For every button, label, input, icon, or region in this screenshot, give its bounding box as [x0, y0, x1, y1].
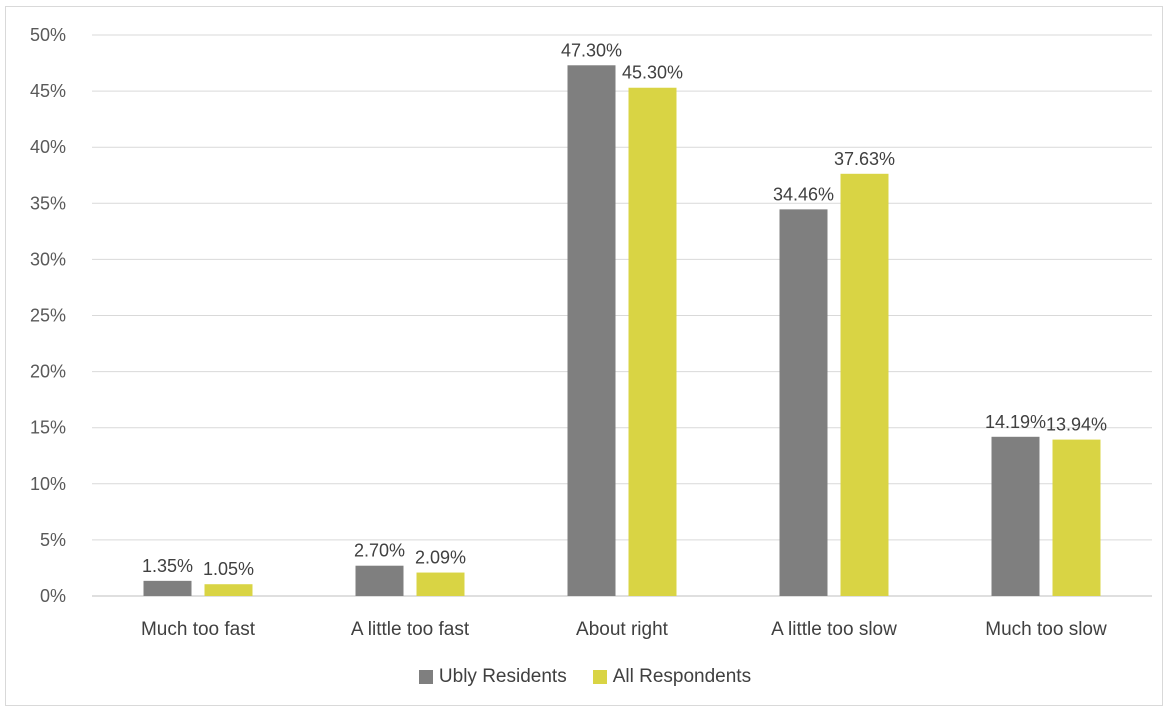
- y-tick-label: 5%: [40, 530, 66, 550]
- data-label: 37.63%: [834, 149, 895, 169]
- legend-swatch-all-respondents: [592, 670, 607, 684]
- legend-item-all-respondents: All Respondents: [592, 666, 752, 688]
- bar: [143, 580, 192, 596]
- data-label: 1.05%: [203, 559, 254, 579]
- data-label: 2.09%: [415, 548, 466, 568]
- bar: [628, 87, 677, 596]
- data-label: 34.46%: [773, 184, 834, 204]
- y-tick-label: 25%: [30, 306, 66, 326]
- x-category-label: A little too fast: [351, 619, 470, 640]
- bar: [204, 584, 253, 596]
- y-tick-label: 45%: [30, 81, 66, 101]
- data-label: 14.19%: [985, 412, 1046, 432]
- y-tick-label: 40%: [30, 137, 66, 157]
- y-tick-label: 20%: [30, 362, 66, 382]
- bar: [1052, 439, 1101, 596]
- legend-label-ubly-residents: Ubly Residents: [438, 666, 567, 687]
- y-tick-label: 30%: [30, 249, 66, 269]
- data-label: 13.94%: [1046, 415, 1107, 435]
- legend-item-ubly-residents: Ubly Residents: [418, 666, 567, 688]
- data-label: 47.30%: [561, 40, 622, 60]
- x-category-label: About right: [576, 619, 669, 640]
- bar: [779, 209, 828, 596]
- legend-label-all-respondents: All Respondents: [612, 666, 752, 687]
- y-tick-label: 15%: [30, 418, 66, 438]
- y-tick-label: 0%: [40, 586, 66, 606]
- y-tick-label: 10%: [30, 474, 66, 494]
- bar: [567, 65, 616, 596]
- bar: [416, 572, 465, 596]
- x-category-label: Much too fast: [141, 619, 256, 640]
- y-tick-label: 35%: [30, 193, 66, 213]
- x-category-label: A little too slow: [771, 619, 897, 640]
- data-label: 2.70%: [354, 541, 405, 561]
- data-label: 45.30%: [622, 63, 683, 83]
- y-tick-label: 50%: [30, 25, 66, 45]
- bar: [991, 436, 1040, 596]
- bar: [355, 565, 404, 596]
- legend-swatch-ubly-residents: [418, 670, 433, 684]
- legend: Ubly Residents All Respondents: [0, 666, 1170, 688]
- data-label: 1.35%: [142, 556, 193, 576]
- bar: [840, 173, 889, 597]
- x-category-label: Much too slow: [985, 619, 1107, 640]
